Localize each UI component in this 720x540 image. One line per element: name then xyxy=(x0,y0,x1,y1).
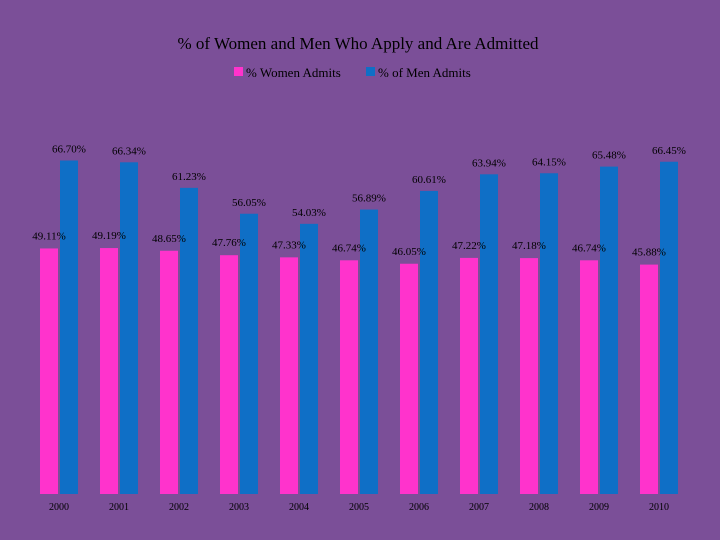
x-tick-2000: 2000 xyxy=(49,502,69,513)
data-label-men-2007: 63.94% xyxy=(472,157,506,169)
bar-men-2004 xyxy=(300,223,318,494)
data-label-men-2008: 64.15% xyxy=(532,156,566,168)
bar-men-2008 xyxy=(540,173,558,494)
data-label-men-2000: 66.70% xyxy=(52,144,86,156)
bar-women-2001 xyxy=(100,248,118,494)
bar-women-2006 xyxy=(400,263,418,494)
legend-swatch-women xyxy=(234,67,243,76)
bar-men-2007 xyxy=(480,174,498,495)
data-label-women-2006: 46.05% xyxy=(392,246,426,258)
x-tick-2009: 2009 xyxy=(589,502,609,513)
data-label-women-2004: 47.33% xyxy=(272,239,306,251)
bar-women-2000 xyxy=(40,248,58,494)
bar-men-2005 xyxy=(360,209,378,495)
data-label-women-2000: 49.11% xyxy=(32,230,66,242)
legend-label-women: % Women Admits xyxy=(246,65,341,80)
bar-men-2000 xyxy=(60,160,78,494)
data-label-women-2002: 48.65% xyxy=(152,233,186,245)
data-label-men-2001: 66.34% xyxy=(112,145,146,157)
bar-men-2010 xyxy=(660,161,678,494)
x-tick-2004: 2004 xyxy=(289,502,309,513)
data-label-women-2008: 47.18% xyxy=(512,240,546,252)
bar-women-2008 xyxy=(520,258,538,494)
data-label-men-2005: 56.89% xyxy=(352,193,386,205)
data-label-men-2002: 61.23% xyxy=(172,171,206,183)
bar-men-2003 xyxy=(240,213,258,494)
x-tick-2003: 2003 xyxy=(229,502,249,513)
bar-women-2009 xyxy=(580,260,598,494)
data-label-women-2007: 47.22% xyxy=(452,240,486,252)
data-label-men-2004: 54.03% xyxy=(292,207,326,219)
plot-area: 49.11% 66.70% 2000 49.19% 66.34% 2001 48.65% 61… xyxy=(32,144,686,514)
bar-women-2002 xyxy=(160,250,178,494)
data-label-women-2010: 45.88% xyxy=(632,247,666,259)
x-tick-2010: 2010 xyxy=(649,502,669,513)
data-label-women-2009: 46.74% xyxy=(572,242,606,254)
bar-men-2006 xyxy=(420,190,438,494)
bar-women-2003 xyxy=(220,255,238,494)
legend: % Women Admits % of Men Admits xyxy=(234,65,471,80)
data-label-men-2006: 60.61% xyxy=(412,174,446,186)
data-label-women-2001: 49.19% xyxy=(92,230,126,242)
bar-men-2009 xyxy=(600,166,618,494)
x-tick-2001: 2001 xyxy=(109,502,129,513)
bar-women-2007 xyxy=(460,257,478,494)
chart-title: % of Women and Men Who Apply and Are Adm… xyxy=(177,34,539,53)
data-label-women-2005: 46.74% xyxy=(332,242,366,254)
bar-women-2010 xyxy=(640,264,658,494)
data-label-men-2003: 56.05% xyxy=(232,197,266,209)
bar-women-2005 xyxy=(340,260,358,494)
x-tick-2005: 2005 xyxy=(349,502,369,513)
data-label-women-2003: 47.76% xyxy=(212,237,246,249)
bar-men-2001 xyxy=(120,162,138,495)
data-label-men-2010: 66.45% xyxy=(652,145,686,157)
legend-label-men: % of Men Admits xyxy=(378,65,471,80)
x-tick-2002: 2002 xyxy=(169,502,189,513)
x-tick-2008: 2008 xyxy=(529,502,549,513)
x-tick-2007: 2007 xyxy=(469,502,489,513)
bar-men-2002 xyxy=(180,187,198,494)
bar-women-2004 xyxy=(280,257,298,494)
data-label-men-2009: 65.48% xyxy=(592,150,626,162)
legend-swatch-men xyxy=(366,67,375,76)
x-tick-2006: 2006 xyxy=(409,502,429,513)
